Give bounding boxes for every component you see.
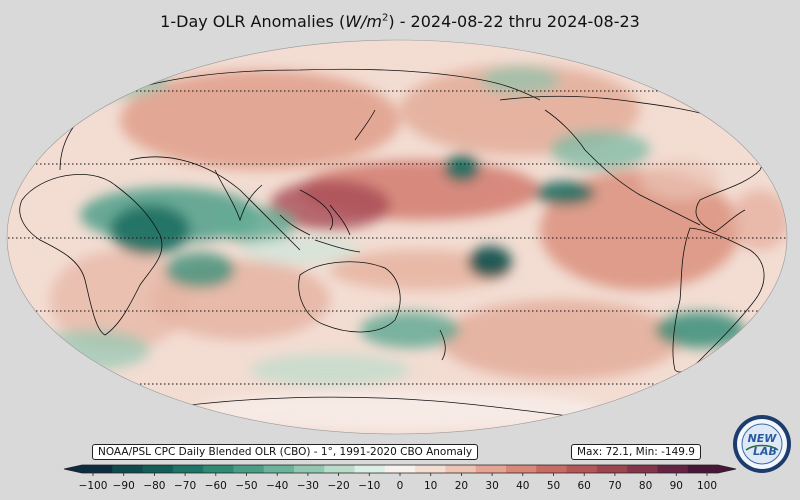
colorbar-segment xyxy=(294,465,325,473)
colorbar-tick-label: −70 xyxy=(174,480,196,492)
source-label: NOAA/PSL CPC Daily Blended OLR (CBO) - 1… xyxy=(92,444,479,460)
colorbar-tick-label: −60 xyxy=(205,480,227,492)
colorbar-tick-label: −10 xyxy=(358,480,380,492)
colorbar-outline xyxy=(63,464,737,474)
colorbar-segment xyxy=(536,465,568,473)
colorbar-segment xyxy=(566,465,598,473)
colorbar-segment xyxy=(506,465,537,473)
colorbar-tick-label: −80 xyxy=(143,480,165,492)
colorbar-segment xyxy=(82,465,113,473)
colorbar-segment xyxy=(627,465,658,473)
coastlines xyxy=(19,68,765,421)
colorbar-tick-label: −30 xyxy=(297,480,319,492)
colorbar-tick-label: 40 xyxy=(516,480,529,492)
colorbar-tick-label: −40 xyxy=(266,480,288,492)
logo-text-bottom: LAB xyxy=(753,445,777,458)
colorbar-segment xyxy=(657,465,689,473)
colorbar-tick-label: 20 xyxy=(455,480,468,492)
colorbar-segment xyxy=(324,465,356,473)
colorbar-segment xyxy=(112,465,144,473)
stats-label: Max: 72.1, Min: -149.9 xyxy=(571,444,701,460)
colorbar-max-arrow xyxy=(718,465,736,473)
colorbar-segment xyxy=(445,465,477,473)
colorbar-segment xyxy=(233,465,265,473)
colorbar-segment xyxy=(172,465,204,473)
anomaly-field xyxy=(30,62,787,430)
colorbar-tick-label: 70 xyxy=(608,480,621,492)
logo-text-top: NEW xyxy=(748,432,778,445)
colorbar-segment xyxy=(415,465,446,473)
colorbar-segment xyxy=(475,465,507,473)
colorbar-tick-label: −20 xyxy=(328,480,350,492)
colorbar-segment xyxy=(596,465,628,473)
colorbar-tick-label: 10 xyxy=(424,480,437,492)
colorbar-segment xyxy=(687,465,719,473)
colorbar-segment xyxy=(263,465,295,473)
colorbar-segment xyxy=(354,465,386,473)
colorbar-segment xyxy=(203,465,234,473)
psl-logo: NEW LAB xyxy=(732,414,792,474)
colorbar-tick-label: −100 xyxy=(79,480,108,492)
colorbar-min-arrow xyxy=(64,465,82,473)
page-title: 1-Day OLR Anomalies (W/m2) - 2024-08-22 … xyxy=(160,12,640,31)
colorbar-tick-label: 0 xyxy=(397,480,404,492)
colorbar-tick-label: 100 xyxy=(697,480,717,492)
colorbar-tick-label: 50 xyxy=(547,480,560,492)
colorbar-segment xyxy=(384,465,416,473)
colorbar-tick-label: −50 xyxy=(235,480,257,492)
colorbar-tick-label: 60 xyxy=(578,480,591,492)
colorbar-tick-label: 80 xyxy=(639,480,652,492)
colorbar-tick-label: 90 xyxy=(670,480,683,492)
colorbar-tick-label: −90 xyxy=(113,480,135,492)
colorbar-segment xyxy=(142,465,174,473)
colorbar-tick-label: 30 xyxy=(485,480,498,492)
